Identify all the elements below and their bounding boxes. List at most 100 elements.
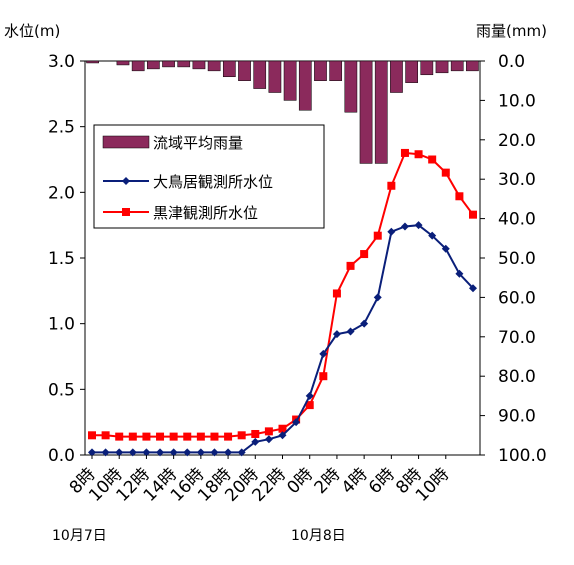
y-tick-label-right: 0.0 xyxy=(498,52,525,72)
y-tick-label-right: 60.0 xyxy=(498,288,536,308)
y-tick-label-right: 40.0 xyxy=(498,210,536,230)
diamond-marker xyxy=(156,448,165,457)
y-tick-label-right: 20.0 xyxy=(498,131,536,151)
square-marker xyxy=(224,432,233,441)
diamond-marker xyxy=(169,448,178,457)
square-marker xyxy=(400,148,409,157)
diamond-marker xyxy=(115,448,124,457)
diamond-marker xyxy=(332,330,341,339)
diamond-marker xyxy=(373,293,382,302)
y-tick-label-left: 0.5 xyxy=(48,380,75,400)
rain-bar xyxy=(86,60,99,64)
legend-label-kurotsu: 黒津観測所水位 xyxy=(153,204,258,222)
series-line xyxy=(92,224,474,454)
y-tick-label-left: 1.0 xyxy=(48,315,75,335)
rain-bar xyxy=(344,60,358,113)
square-marker xyxy=(360,250,369,259)
rain-bar xyxy=(314,60,327,81)
square-marker xyxy=(196,432,205,441)
square-marker xyxy=(183,432,192,441)
plot-frame xyxy=(84,60,481,456)
square-marker xyxy=(305,401,314,410)
square-marker xyxy=(319,372,328,381)
diamond-marker xyxy=(414,221,423,230)
y-tick-label-right: 50.0 xyxy=(498,249,536,269)
legend-label-rain: 流域平均雨量 xyxy=(153,134,243,152)
rain-bar xyxy=(329,60,343,81)
rain-bar xyxy=(298,60,312,111)
diamond-marker xyxy=(128,448,137,457)
diamond-marker xyxy=(305,391,314,400)
square-marker xyxy=(278,424,287,433)
y-tick-label-left: 2.5 xyxy=(48,118,75,138)
legend-box xyxy=(93,124,325,229)
square-marker xyxy=(251,429,260,438)
diamond-marker xyxy=(292,418,301,427)
rain-bar xyxy=(162,60,175,68)
rain-bar xyxy=(192,60,206,70)
square-marker xyxy=(469,210,477,219)
y-tick-label-right: 90.0 xyxy=(498,407,536,427)
diamond-marker xyxy=(183,448,192,457)
diamond-marker xyxy=(210,448,219,457)
y-ticks-right: 0.0 10.0 20.0 30.0 40.0 50.0 60.0 70.0 80.0 90.0 1… xyxy=(480,52,547,466)
square-marker xyxy=(101,431,110,440)
y-tick-label-left: 2.0 xyxy=(48,183,75,203)
y-axis-title-right: 雨量(mm) xyxy=(476,22,547,40)
legend-label-ootorii: 大鳥居観測所水位 xyxy=(153,173,273,191)
date-label-day1: 10月7日 xyxy=(52,528,107,544)
rain-bar xyxy=(374,60,388,164)
square-marker xyxy=(373,231,382,240)
square-marker xyxy=(428,155,437,164)
rain-bar xyxy=(420,60,434,76)
legend-marker-square xyxy=(122,208,130,216)
square-marker xyxy=(142,432,151,441)
square-marker xyxy=(455,192,464,201)
diamond-marker xyxy=(441,244,450,253)
diamond-marker xyxy=(346,327,355,336)
diamond-marker xyxy=(224,448,233,457)
diamond-marker xyxy=(237,448,246,457)
square-marker xyxy=(128,432,137,441)
rain-bar xyxy=(131,60,145,72)
square-marker xyxy=(210,432,219,441)
rain-bar xyxy=(238,60,251,81)
diamond-marker xyxy=(142,448,151,457)
rain-bar xyxy=(283,60,297,101)
diamond-marker xyxy=(196,448,205,457)
rain-bar xyxy=(435,60,449,74)
square-marker xyxy=(169,432,178,441)
rain-bar xyxy=(268,60,282,93)
y-ticks-left: 3.0 2.5 2.0 1.5 1.0 0.5 0.0 xyxy=(48,52,85,466)
diamond-marker xyxy=(400,222,409,231)
square-marker xyxy=(387,181,396,190)
square-marker xyxy=(346,261,355,270)
rain-bar xyxy=(147,60,160,70)
square-marker xyxy=(237,431,246,440)
rain-bar xyxy=(405,60,418,83)
diamond-marker xyxy=(360,319,369,328)
square-marker xyxy=(88,431,96,440)
diamond-marker xyxy=(101,448,110,457)
rain-bar xyxy=(222,60,236,78)
square-marker xyxy=(332,289,341,298)
y-tick-label-right: 100.0 xyxy=(498,446,547,466)
diamond-marker xyxy=(251,437,260,446)
square-marker xyxy=(414,150,423,159)
water-level-lines xyxy=(88,148,477,457)
diamond-marker xyxy=(387,227,396,236)
y-axis-title-left: 水位(m) xyxy=(4,22,60,40)
legend-marker-diamond xyxy=(122,177,130,185)
y-tick-label-left: 0.0 xyxy=(48,446,75,466)
y-tick-label-right: 70.0 xyxy=(498,328,536,348)
y-tick-label-right: 10.0 xyxy=(498,91,536,111)
y-tick-label-right: 80.0 xyxy=(498,367,536,387)
legend-bar-swatch xyxy=(102,135,150,149)
y-tick-label-left: 1.5 xyxy=(48,249,75,269)
diamond-marker xyxy=(319,349,328,358)
diamond-marker xyxy=(428,231,437,240)
rain-bar xyxy=(359,60,373,164)
rain-bars xyxy=(86,60,479,164)
legend: 流域平均雨量 大鳥居観測所水位 黒津観測所水位 xyxy=(93,124,325,229)
